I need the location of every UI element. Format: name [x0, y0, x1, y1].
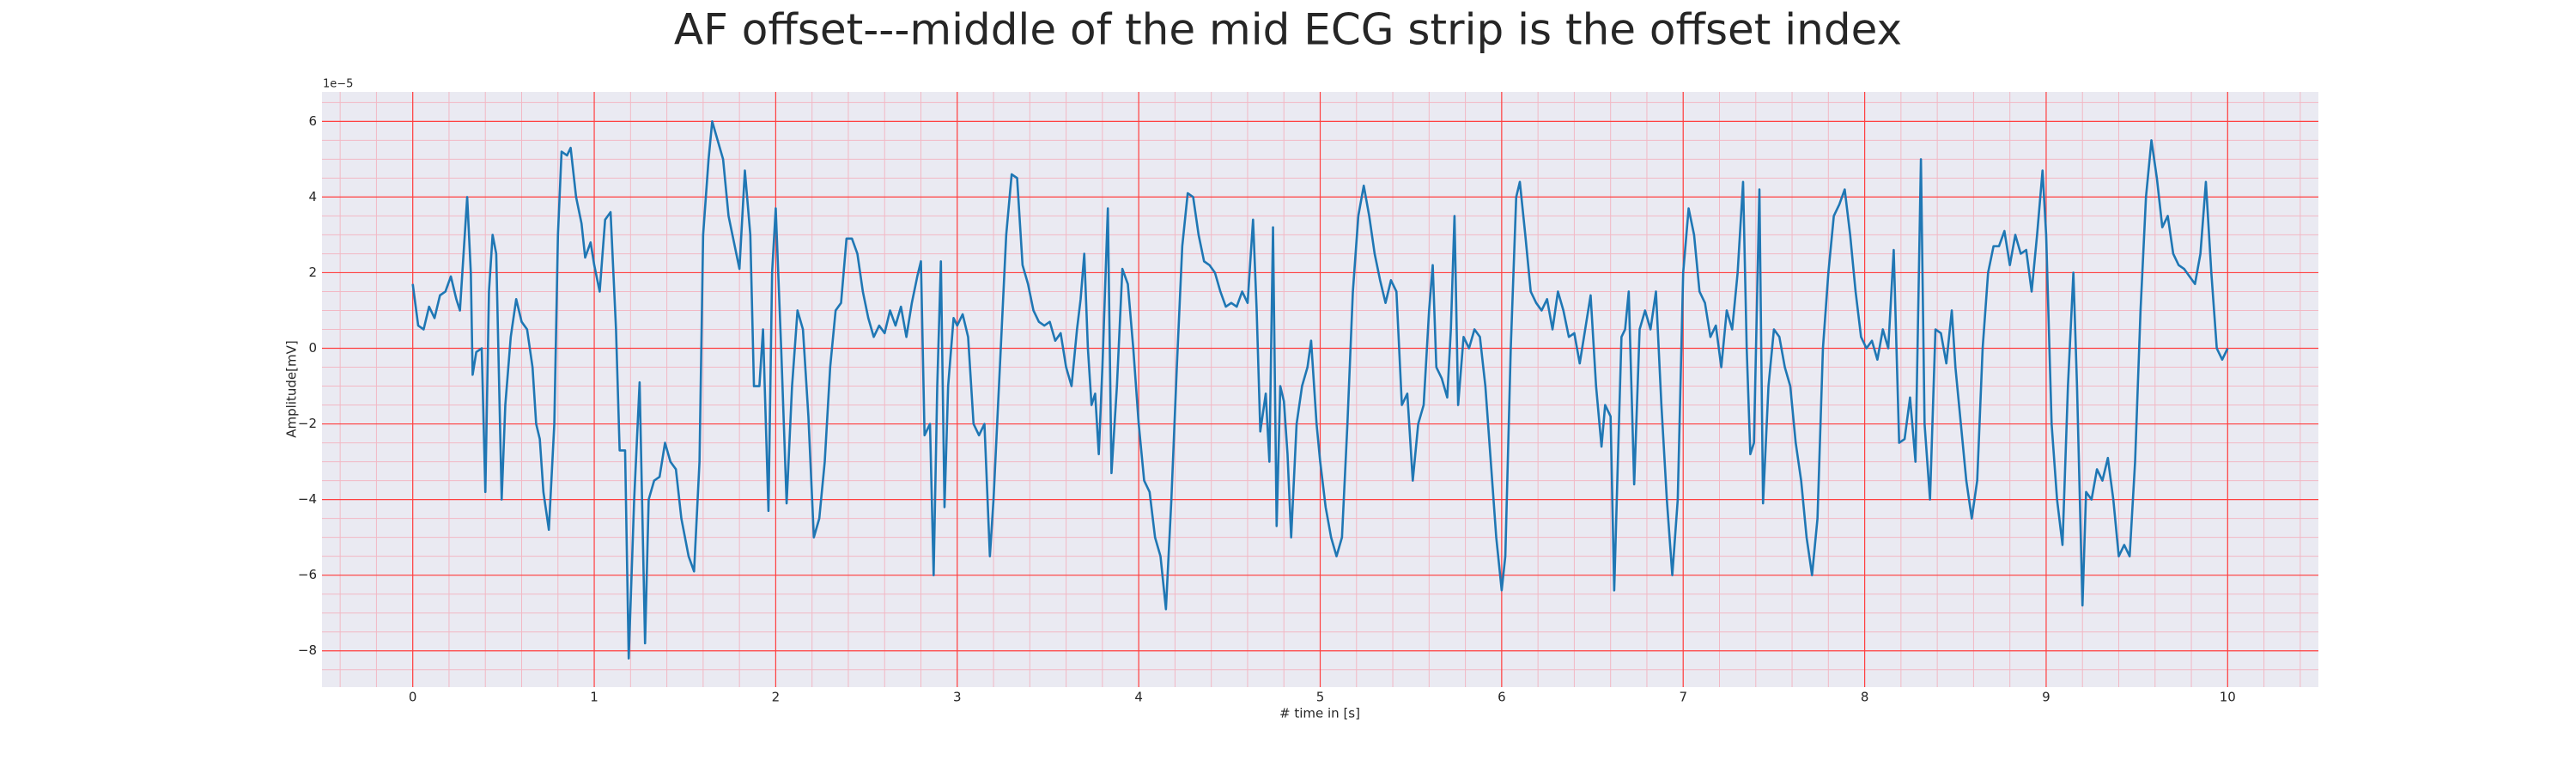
x-tick-label: 7	[1679, 690, 1687, 705]
chart-title: AF offset---middle of the mid ECG strip …	[674, 5, 1902, 55]
x-tick-label: 8	[1861, 690, 1869, 705]
y-tick-label: −8	[298, 642, 317, 658]
x-tick-label: 2	[772, 690, 781, 705]
ecg-line	[411, 120, 2229, 660]
x-tick-label: 1	[590, 690, 598, 705]
y-tick-label: −2	[298, 416, 317, 431]
y-offset-label: 1e−5	[323, 78, 353, 91]
x-tick-label: 5	[1316, 690, 1325, 705]
y-tick-label: 2	[308, 265, 317, 280]
x-tick-label: 0	[409, 690, 417, 705]
y-tick-label: −4	[298, 491, 317, 507]
data-layer	[411, 120, 2229, 660]
y-axis-label: Amplitude[mV]	[284, 340, 300, 437]
y-tick-label: 0	[308, 340, 317, 356]
x-tick-label: 4	[1134, 690, 1143, 705]
labels: 0 1 2 3 4 5 6 7 8 9 10 −8 −6 −4 −2 0 2 4 6	[298, 113, 2236, 705]
x-tick-label: 10	[2220, 690, 2236, 705]
y-tick-label: 4	[308, 189, 317, 204]
major-grid	[322, 92, 2318, 687]
y-tick-label: −6	[298, 567, 317, 582]
x-tick-label: 3	[953, 690, 962, 705]
x-tick-label: 9	[2042, 690, 2050, 705]
x-axis-label: # time in [s]	[1279, 706, 1360, 721]
y-tick-label: 6	[308, 113, 317, 129]
x-tick-label: 6	[1498, 690, 1506, 705]
